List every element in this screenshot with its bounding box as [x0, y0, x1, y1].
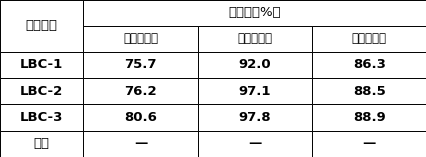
- Bar: [197, 52, 311, 78]
- Bar: [83, 131, 197, 157]
- Bar: [0, 104, 83, 131]
- Text: 供试制剂: 供试制剂: [26, 19, 58, 32]
- Bar: [83, 78, 197, 104]
- Text: 88.9: 88.9: [352, 111, 385, 124]
- Bar: [197, 78, 311, 104]
- Text: 对照: 对照: [34, 137, 49, 150]
- Bar: [0, 0, 83, 52]
- Bar: [311, 131, 426, 157]
- Bar: [197, 104, 311, 131]
- Bar: [0, 78, 83, 104]
- Text: LBC-1: LBC-1: [20, 58, 63, 71]
- Text: 西瓜枯萎菌: 西瓜枯萎菌: [237, 32, 272, 45]
- Bar: [0, 52, 83, 78]
- Text: 97.1: 97.1: [238, 85, 271, 98]
- Text: 76.2: 76.2: [124, 85, 156, 98]
- Bar: [311, 26, 426, 52]
- Bar: [83, 52, 197, 78]
- Text: 80.6: 80.6: [124, 111, 156, 124]
- Text: —: —: [133, 137, 147, 150]
- Bar: [311, 52, 426, 78]
- Text: 抑制率（%）: 抑制率（%）: [228, 6, 281, 19]
- Bar: [83, 26, 197, 52]
- Text: —: —: [248, 137, 261, 150]
- Bar: [311, 78, 426, 104]
- Bar: [83, 0, 426, 26]
- Text: 92.0: 92.0: [238, 58, 271, 71]
- Text: 97.8: 97.8: [238, 111, 271, 124]
- Text: 75.7: 75.7: [124, 58, 156, 71]
- Text: 88.5: 88.5: [352, 85, 385, 98]
- Text: 番茄灰霉菌: 番茄灰霉菌: [351, 32, 386, 45]
- Text: LBC-2: LBC-2: [20, 85, 63, 98]
- Bar: [83, 104, 197, 131]
- Text: —: —: [362, 137, 375, 150]
- Bar: [197, 131, 311, 157]
- Text: 86.3: 86.3: [352, 58, 385, 71]
- Bar: [197, 26, 311, 52]
- Text: 苹果炭疽菌: 苹果炭疽菌: [123, 32, 158, 45]
- Bar: [0, 131, 83, 157]
- Bar: [311, 104, 426, 131]
- Text: LBC-3: LBC-3: [20, 111, 63, 124]
